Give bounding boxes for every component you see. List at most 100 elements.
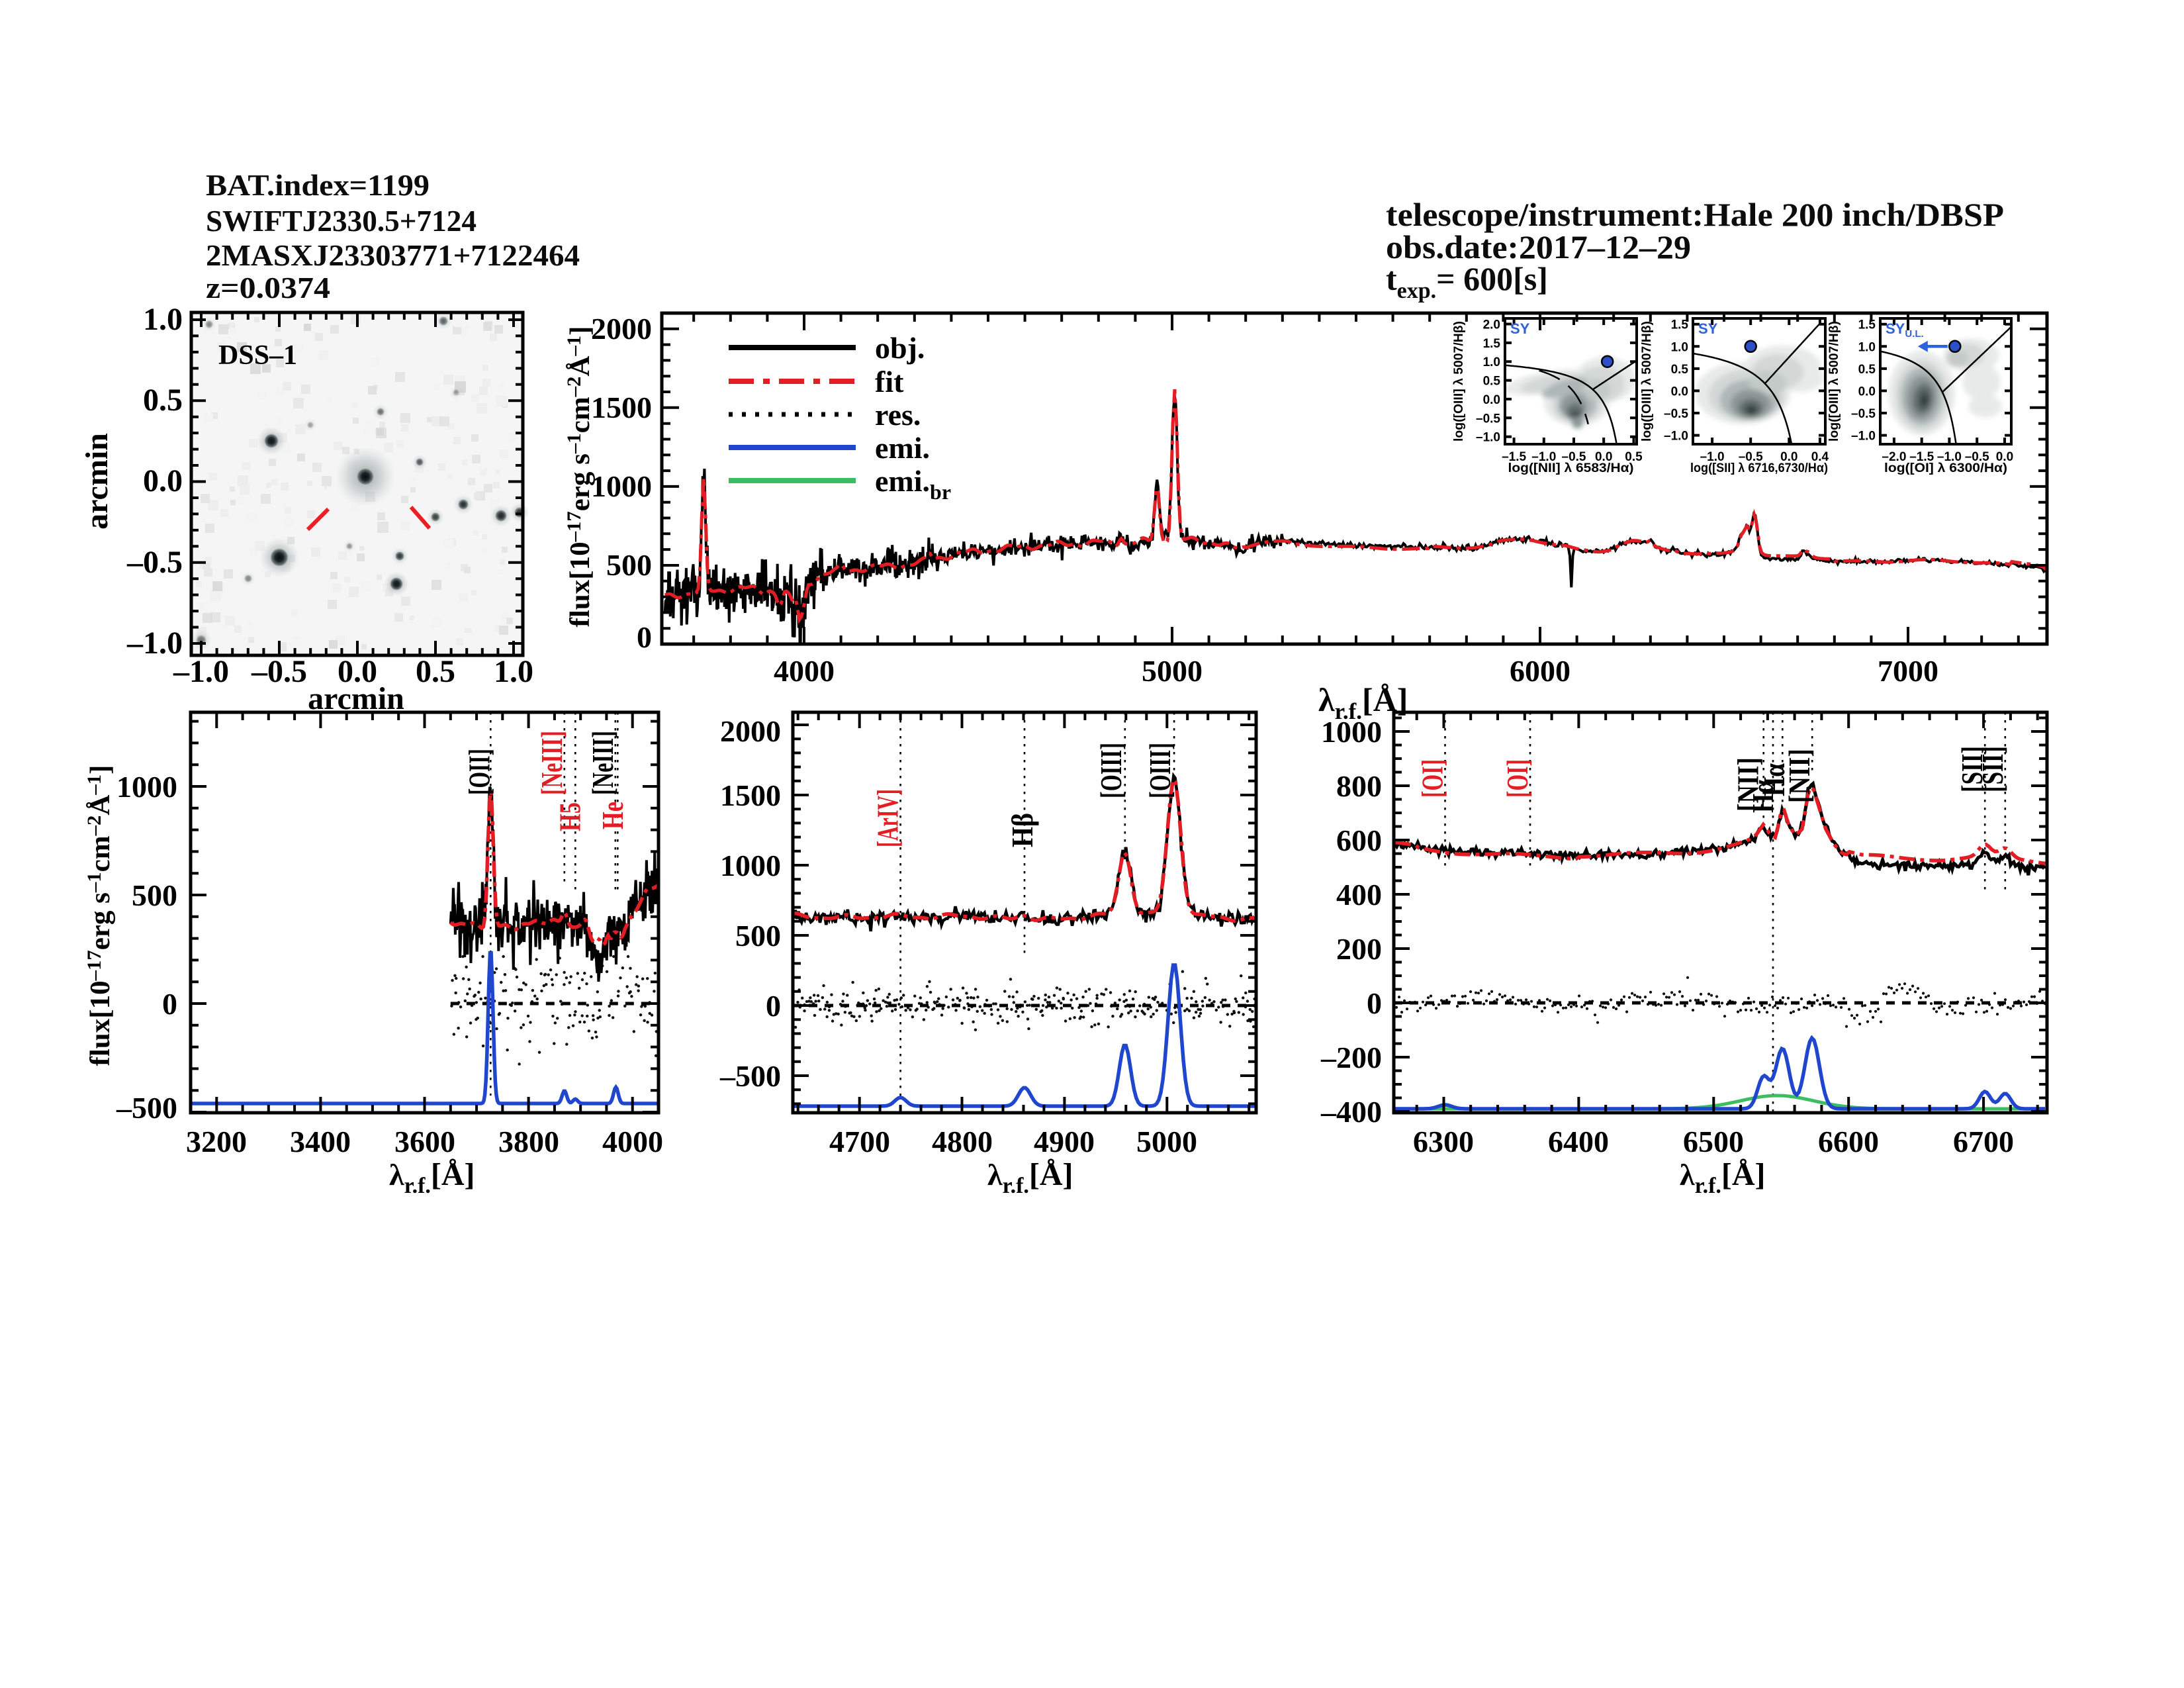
svg-text:[NeIII]: [NeIII] — [535, 731, 569, 795]
svg-text:1000: 1000 — [591, 469, 652, 503]
svg-text:SY: SY — [1510, 320, 1530, 337]
svg-text:0.0: 0.0 — [1483, 393, 1500, 407]
svg-text:0.5: 0.5 — [1625, 450, 1643, 464]
svg-text:log([OIII] λ 5007/Hβ): log([OIII] λ 5007/Hβ) — [1452, 321, 1466, 442]
svg-text:4900: 4900 — [1034, 1125, 1095, 1158]
svg-text:1000: 1000 — [720, 849, 781, 882]
svg-text:1.0: 1.0 — [1858, 340, 1876, 354]
svg-text:1.5: 1.5 — [1858, 318, 1876, 332]
svg-text:6700: 6700 — [1953, 1125, 2014, 1158]
svg-text:[NII]: [NII] — [1782, 749, 1816, 803]
svg-text:–500: –500 — [116, 1091, 177, 1125]
svg-text:–1.0: –1.0 — [173, 654, 229, 689]
svg-text:400: 400 — [1336, 878, 1382, 912]
svg-text:log([OI] λ 6300/Hα): log([OI] λ 6300/Hα) — [1884, 461, 2007, 475]
svg-text:emi.br: emi.br — [875, 464, 951, 504]
svg-text:Hα: Hα — [1746, 780, 1780, 813]
svg-text:1500: 1500 — [720, 778, 781, 812]
svg-text:0.5: 0.5 — [143, 383, 183, 418]
svg-text:[NeIII]: [NeIII] — [586, 731, 619, 795]
svg-text:–1.0: –1.0 — [1476, 431, 1500, 445]
svg-text:flux[10–17erg s–1cm–2Å–1]: flux[10–17erg s–1cm–2Å–1] — [83, 765, 116, 1066]
svg-text:–1.0: –1.0 — [126, 626, 183, 661]
svg-text:–2.0: –2.0 — [1882, 450, 1906, 464]
svg-text:–400: –400 — [1320, 1095, 1382, 1129]
svg-text:–0.5: –0.5 — [251, 654, 307, 689]
svg-text:He: He — [596, 802, 629, 829]
svg-text:1.5: 1.5 — [1483, 337, 1501, 351]
svg-text:500: 500 — [132, 878, 177, 912]
svg-text:4700: 4700 — [829, 1125, 890, 1158]
svg-text:1.0: 1.0 — [494, 654, 533, 689]
svg-text:3200: 3200 — [186, 1125, 247, 1158]
svg-text:500: 500 — [606, 548, 652, 582]
svg-text:–1.0: –1.0 — [1851, 430, 1876, 444]
svg-text:3800: 3800 — [498, 1125, 559, 1158]
svg-text:0: 0 — [637, 620, 652, 654]
svg-text:4800: 4800 — [932, 1125, 993, 1158]
svg-text:600: 600 — [1336, 823, 1382, 857]
svg-text:6600: 6600 — [1818, 1125, 1879, 1158]
svg-text:1.0: 1.0 — [1483, 355, 1500, 369]
svg-text:–0.5: –0.5 — [1851, 407, 1876, 421]
svg-text:log([OIII] λ 5007/Hβ): log([OIII] λ 5007/Hβ) — [1827, 321, 1841, 442]
svg-text:obs.date:2017–12–29: obs.date:2017–12–29 — [1386, 228, 1691, 265]
svg-text:–0.5: –0.5 — [1664, 407, 1688, 421]
svg-text:0.0: 0.0 — [143, 463, 183, 498]
svg-text:–1.5: –1.5 — [1909, 450, 1934, 464]
svg-text:–1.0: –1.0 — [1937, 450, 1962, 464]
svg-text:1.0: 1.0 — [143, 302, 183, 337]
svg-text:1000: 1000 — [1321, 715, 1382, 749]
svg-text:[OIII]: [OIII] — [1143, 743, 1177, 798]
svg-text:0.0: 0.0 — [1780, 450, 1797, 464]
svg-text:z=0.0374: z=0.0374 — [206, 271, 330, 305]
svg-text:arcmin: arcmin — [79, 433, 114, 530]
svg-text:[OIII]: [OIII] — [1094, 743, 1128, 798]
svg-text:–0.5: –0.5 — [126, 545, 183, 580]
svg-text:[SII]: [SII] — [1955, 746, 1989, 792]
svg-text:λr.f.[Å]: λr.f.[Å] — [987, 1157, 1073, 1198]
svg-text:200: 200 — [1336, 932, 1382, 966]
svg-text:6300: 6300 — [1413, 1125, 1474, 1158]
svg-text:Hα: Hα — [1757, 763, 1791, 796]
svg-text:–0.5: –0.5 — [1965, 450, 1989, 464]
svg-text:SWIFTJ2330.5+7124: SWIFTJ2330.5+7124 — [206, 204, 477, 238]
svg-text:3600: 3600 — [394, 1125, 455, 1158]
svg-text:[OI]: [OI] — [1500, 759, 1534, 798]
svg-text:H5: H5 — [553, 802, 586, 831]
svg-text:1000: 1000 — [116, 770, 177, 804]
svg-text:λr.f.[Å]: λr.f.[Å] — [1680, 1157, 1766, 1198]
svg-text:0.4: 0.4 — [1811, 450, 1829, 464]
svg-text:log([OIII] λ 5007/Hβ): log([OIII] λ 5007/Hβ) — [1640, 321, 1654, 442]
svg-text:–1.5: –1.5 — [1502, 450, 1526, 464]
svg-text:–0.5: –0.5 — [1476, 412, 1500, 426]
svg-text:3400: 3400 — [290, 1125, 351, 1158]
svg-text:res.: res. — [875, 398, 921, 432]
svg-text:800: 800 — [1336, 769, 1382, 803]
svg-text:0.5: 0.5 — [1858, 363, 1876, 377]
svg-text:emi.: emi. — [875, 431, 930, 465]
svg-text:obj.: obj. — [875, 331, 925, 365]
svg-text:6000: 6000 — [1510, 654, 1570, 688]
svg-text:1.0: 1.0 — [1671, 340, 1688, 354]
svg-text:–0.5: –0.5 — [1739, 450, 1763, 464]
svg-text:log([NII] λ 6583/Hα): log([NII] λ 6583/Hα) — [1508, 461, 1634, 475]
svg-text:5000: 5000 — [1142, 654, 1203, 688]
svg-text:fit: fit — [875, 365, 904, 399]
svg-text:1.5: 1.5 — [1671, 318, 1689, 332]
svg-text:0.0: 0.0 — [338, 654, 377, 689]
svg-text:6500: 6500 — [1683, 1125, 1744, 1158]
svg-text:0.5: 0.5 — [1671, 363, 1689, 377]
svg-text:SY: SY — [1698, 320, 1718, 337]
svg-text:500: 500 — [735, 919, 781, 953]
svg-text:telescope/instrument:Hale 200: telescope/instrument:Hale 200 inch/DBSP — [1386, 196, 2004, 233]
svg-text:[ArIV]: [ArIV] — [871, 789, 905, 847]
svg-text:2000: 2000 — [720, 714, 781, 748]
svg-text:0: 0 — [1367, 986, 1382, 1020]
svg-text:5000: 5000 — [1136, 1125, 1197, 1158]
svg-text:4000: 4000 — [774, 654, 835, 688]
svg-text:Hβ: Hβ — [1005, 813, 1039, 847]
svg-text:–500: –500 — [719, 1059, 781, 1093]
svg-text:2000: 2000 — [591, 312, 652, 346]
svg-text:[OII]: [OII] — [462, 749, 496, 795]
